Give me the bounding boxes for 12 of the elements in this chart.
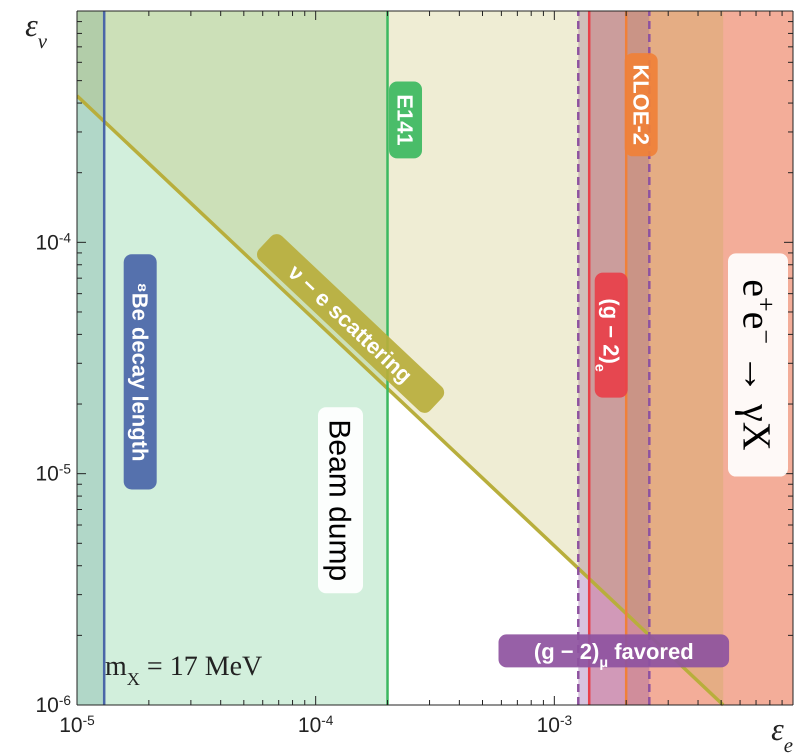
ref-line-label: ⁸Be decay length <box>127 282 152 462</box>
annotation: m$_{X}$ = 17 MeV <box>105 651 262 689</box>
x-tick-label: 10$^{-3}$ <box>536 712 572 737</box>
x-axis-title: ε$_{e}$ <box>771 711 793 755</box>
y-axis-title: ε$_{ν}$ <box>25 7 48 52</box>
y-tick-label: 10$^{-5}$ <box>36 461 72 486</box>
ref-line-label: E141 <box>392 94 418 146</box>
x-tick-label: 10$^{-4}$ <box>298 712 334 737</box>
band-label: (g − 2)$_{μ}$ favored <box>534 638 694 671</box>
y-tick-label: 10$^{-4}$ <box>36 230 72 254</box>
band-label: Beam dump <box>322 419 356 582</box>
ref-line-label: KLOE-2 <box>628 64 654 146</box>
